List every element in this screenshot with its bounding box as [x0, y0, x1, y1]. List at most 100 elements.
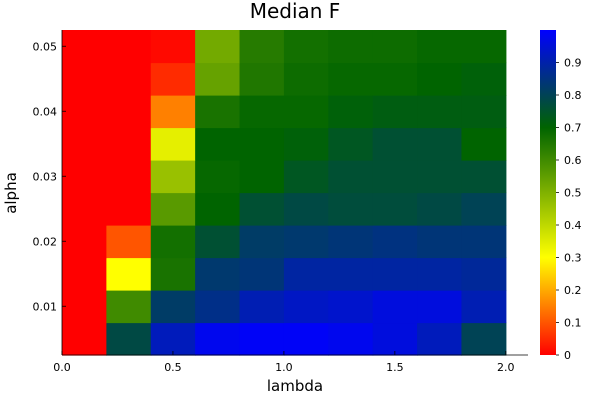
heatmap-cell: [328, 257, 374, 291]
heatmap-cell: [239, 30, 285, 64]
chart-title: Median F: [250, 0, 341, 23]
y-axis-title: alpha: [2, 172, 20, 214]
heatmap-cell: [461, 257, 507, 291]
heatmap-cell: [417, 192, 463, 226]
heatmap-cell: [195, 95, 241, 129]
x-tick-label: 1.0: [275, 361, 293, 374]
heatmap-cell: [372, 95, 418, 129]
heatmap-cell: [62, 160, 107, 194]
heatmap-cell: [461, 160, 507, 194]
heatmap-cell: [195, 62, 241, 96]
heatmap-cell: [62, 62, 107, 96]
heatmap-cell: [239, 95, 285, 129]
x-tick-label: 1.5: [386, 361, 404, 374]
heatmap-cell: [328, 192, 374, 226]
heatmap-cell: [195, 30, 241, 64]
heatmap-cell: [106, 62, 152, 96]
heatmap-cell: [372, 160, 418, 194]
heatmap-cell: [417, 160, 463, 194]
colorbar-tick-label: 0.8: [564, 89, 582, 102]
heatmap-cell: [150, 225, 196, 259]
heatmap-cell: [461, 290, 507, 324]
heatmap-cell: [106, 290, 152, 324]
y-tick-label: 0.04: [33, 105, 58, 118]
heatmap-cell: [283, 257, 329, 291]
colorbar-tick-label: 0.3: [564, 252, 582, 265]
heatmap-cell: [372, 127, 418, 161]
heatmap-cell: [239, 192, 285, 226]
heatmap-cell: [283, 62, 329, 96]
heatmap-cell: [328, 160, 374, 194]
heatmap-cell: [62, 225, 107, 259]
colorbar-tick-label: 0.7: [564, 122, 582, 135]
heatmap-cells: [62, 30, 507, 356]
heatmap-cell: [372, 257, 418, 291]
heatmap-cell: [62, 257, 107, 291]
heatmap-cell: [106, 257, 152, 291]
heatmap-cell: [372, 322, 418, 356]
heatmap-cell: [150, 95, 196, 129]
heatmap-cell: [150, 127, 196, 161]
x-tick-label: 0.0: [53, 361, 71, 374]
heatmap-cell: [106, 192, 152, 226]
heatmap-cell: [195, 160, 241, 194]
heatmap-cell: [461, 62, 507, 96]
y-tick-label: 0.05: [33, 40, 58, 53]
heatmap-cell: [150, 322, 196, 356]
heatmap-cell: [283, 225, 329, 259]
y-tick-label: 0.01: [33, 300, 58, 313]
heatmap-cell: [195, 192, 241, 226]
heatmap-cell: [372, 290, 418, 324]
heatmap-cell: [328, 30, 374, 64]
colorbar-tick-label: 0.2: [564, 284, 582, 297]
x-tick-label: 0.5: [164, 361, 182, 374]
heatmap-cell: [283, 127, 329, 161]
heatmap-cell: [62, 290, 107, 324]
heatmap-cell: [328, 290, 374, 324]
heatmap-cell: [417, 30, 463, 64]
heatmap-cell: [150, 30, 196, 64]
heatmap-cell: [106, 30, 152, 64]
heatmap-cell: [417, 225, 463, 259]
heatmap-cell: [417, 127, 463, 161]
heatmap-cell: [461, 225, 507, 259]
heatmap-cell: [372, 62, 418, 96]
colorbar-tick-label: 0.5: [564, 187, 582, 200]
colorbar-tick-label: 0.4: [564, 219, 582, 232]
heatmap-cell: [62, 30, 107, 64]
heatmap-cell: [328, 225, 374, 259]
y-tick-label: 0.02: [33, 235, 58, 248]
heatmap-cell: [328, 95, 374, 129]
heatmap-cell: [461, 95, 507, 129]
heatmap-cell: [106, 225, 152, 259]
heatmap-cell: [62, 127, 107, 161]
heatmap-cell: [283, 30, 329, 64]
heatmap-cell: [239, 257, 285, 291]
heatmap-cell: [328, 127, 374, 161]
heatmap-cell: [239, 225, 285, 259]
heatmap-cell: [328, 322, 374, 356]
heatmap-cell: [195, 257, 241, 291]
heatmap-cell: [417, 95, 463, 129]
heatmap-cell: [239, 62, 285, 96]
heatmap-cell: [239, 127, 285, 161]
y-axis: 0.01 0.02 0.03 0.04 0.05: [33, 30, 66, 355]
x-axis: 0.0 0.5 1.0 1.5 2.0: [53, 351, 528, 374]
y-tick-label: 0.03: [33, 170, 58, 183]
heatmap-cell: [372, 30, 418, 64]
x-tick-label: 2.0: [497, 361, 515, 374]
heatmap-cell: [239, 290, 285, 324]
heatmap-cell: [195, 322, 241, 356]
heatmap-cell: [417, 290, 463, 324]
heatmap-cell: [150, 290, 196, 324]
heatmap-cell: [106, 160, 152, 194]
heatmap-cell: [461, 192, 507, 226]
heatmap-cell: [283, 290, 329, 324]
colorbar-tick-label: 0: [564, 349, 571, 362]
colorbar-tick-label: 0.9: [564, 57, 582, 70]
heatmap-cell: [283, 322, 329, 356]
heatmap-cell: [150, 257, 196, 291]
heatmap-cell: [283, 192, 329, 226]
heatmap-cell: [283, 160, 329, 194]
